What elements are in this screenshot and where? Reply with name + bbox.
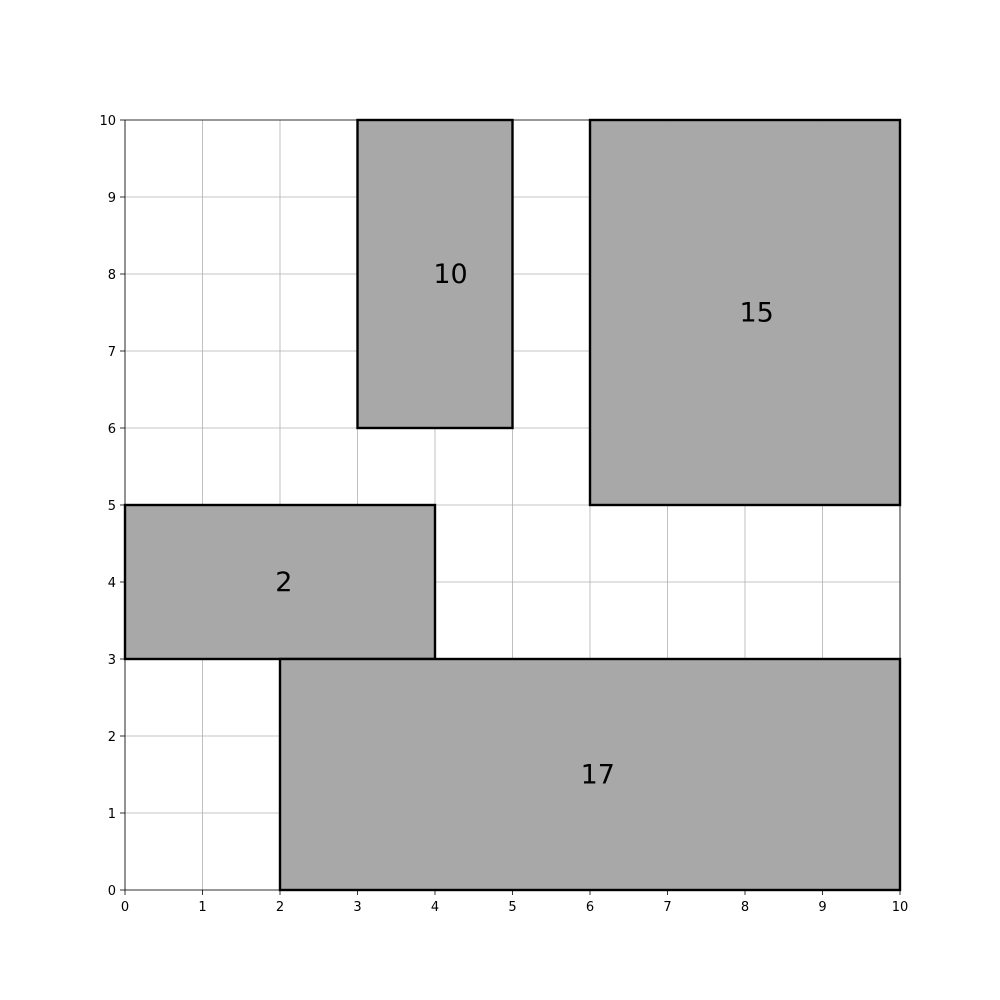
x-tick-label-7: 7 (663, 900, 671, 915)
x-tick-label-5: 5 (508, 900, 516, 915)
rectangle-label-2: 2 (275, 567, 292, 598)
y-tick-label-4: 4 (108, 576, 116, 591)
rectangle-10 (356, 118, 514, 430)
y-tick-label-1: 1 (108, 807, 116, 822)
y-tick-label-8: 8 (108, 268, 116, 283)
x-tick-label-1: 1 (198, 900, 206, 915)
y-tick-label-7: 7 (108, 345, 116, 360)
rectangle-label-15: 15 (739, 298, 773, 329)
x-tick-label-9: 9 (818, 900, 826, 915)
y-tick-label-10: 10 (99, 114, 116, 129)
rectangle-15 (588, 118, 902, 507)
y-tick-label-5: 5 (108, 499, 116, 514)
y-tick-label-2: 2 (108, 730, 116, 745)
y-tick-label-9: 9 (108, 191, 116, 206)
y-tick-label-3: 3 (108, 653, 116, 668)
axes: 0 1 2 3 4 5 6 7 8 9 10 0 1 2 3 4 5 6 7 8 9 10 (99, 114, 908, 915)
rectangle-label-17: 17 (581, 760, 615, 791)
x-tick-label-0: 0 (121, 900, 129, 915)
rectangles (123, 118, 902, 892)
rectangle-labels: 10 15 2 17 (275, 259, 774, 791)
rectangle-2 (123, 503, 437, 661)
x-tick-label-2: 2 (276, 900, 284, 915)
x-tick-label-10: 10 (892, 900, 909, 915)
y-tick-label-6: 6 (108, 422, 116, 437)
x-tick-label-6: 6 (586, 900, 594, 915)
rectangle-17 (278, 657, 902, 892)
y-tick-label-0: 0 (108, 884, 116, 899)
x-tick-label-3: 3 (353, 900, 361, 915)
x-tick-label-4: 4 (431, 900, 439, 915)
rectangle-label-10: 10 (433, 259, 467, 290)
x-tick-label-8: 8 (741, 900, 749, 915)
